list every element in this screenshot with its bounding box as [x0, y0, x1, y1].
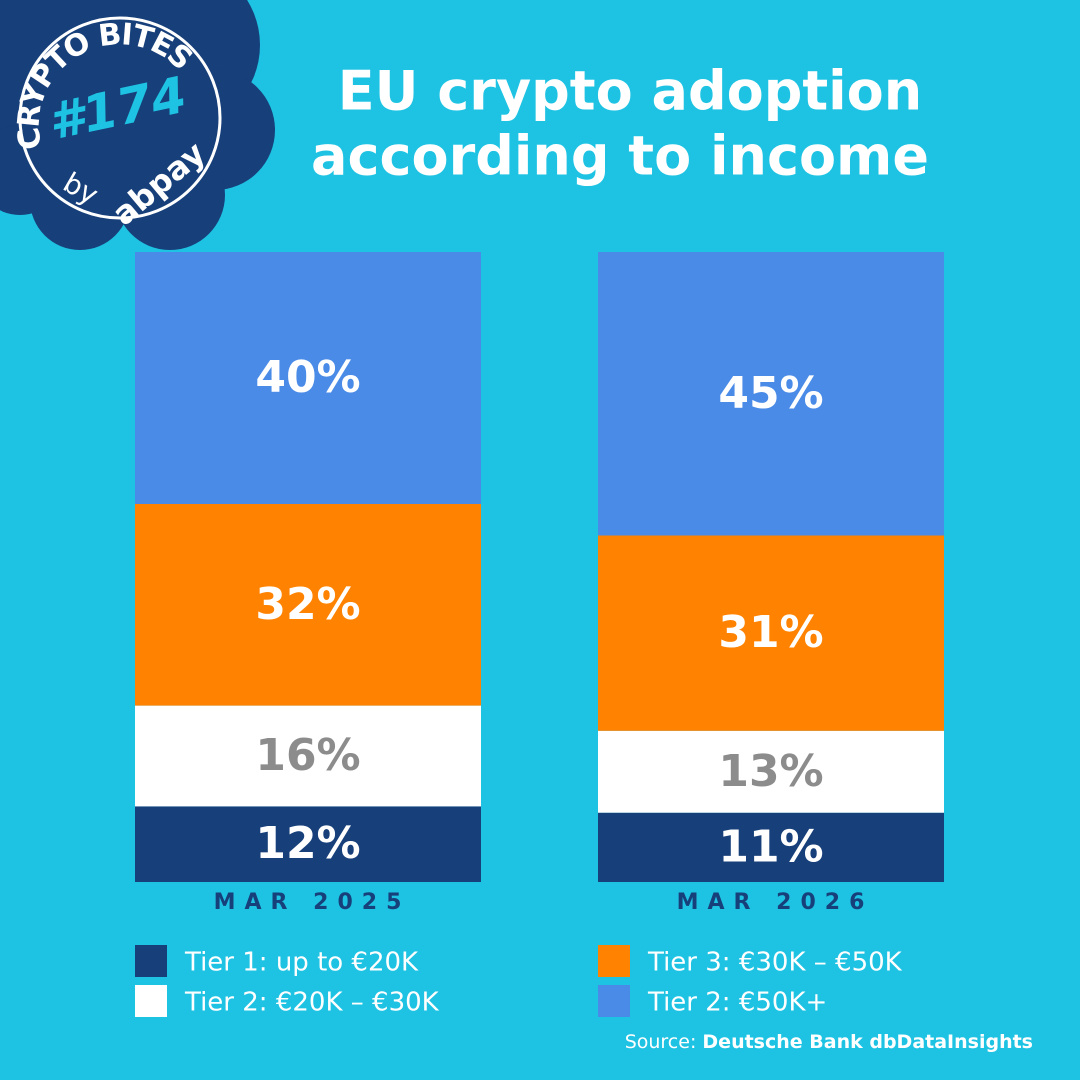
bar-segment [135, 806, 481, 882]
value-label: 13% [718, 746, 823, 797]
chart-title: according to income [311, 125, 929, 188]
bar-segment [598, 730, 944, 813]
bar-segment [598, 812, 944, 882]
bar-segment [135, 252, 481, 504]
source-label: Source: [625, 1031, 697, 1053]
legend-swatch [598, 945, 630, 977]
value-label: 11% [718, 821, 823, 872]
value-label: 40% [255, 352, 360, 403]
value-label: 31% [718, 607, 823, 658]
source-name: Deutsche Bank dbDataInsights [702, 1031, 1033, 1053]
badge-ring [18, 16, 222, 220]
legend-label: Tier 2: €20K – €30K [184, 988, 440, 1018]
legend-swatch [598, 985, 630, 1017]
bar-segment [598, 535, 944, 731]
legend-label: Tier 2: €50K+ [647, 988, 827, 1018]
bar-segment [135, 504, 481, 706]
x-tick-label: MAR 2026 [677, 890, 874, 915]
bar-segment [598, 252, 944, 536]
value-label: 12% [255, 818, 360, 869]
value-label: 32% [255, 579, 360, 630]
badge: CRYPTO BITES #174 by abpay [0, 0, 275, 250]
source: Source: Deutsche Bank dbDataInsights [625, 1031, 1033, 1053]
legend-swatch [135, 985, 167, 1017]
bar-segment [135, 705, 481, 807]
legend-label: Tier 3: €30K – €50K [647, 948, 903, 978]
chart-title: EU crypto adoption [338, 60, 922, 123]
value-label: 16% [255, 730, 360, 781]
legend-swatch [135, 945, 167, 977]
legend-label: Tier 1: up to €20K [184, 948, 419, 978]
value-label: 45% [718, 368, 823, 419]
x-tick-label: MAR 2025 [214, 890, 411, 915]
